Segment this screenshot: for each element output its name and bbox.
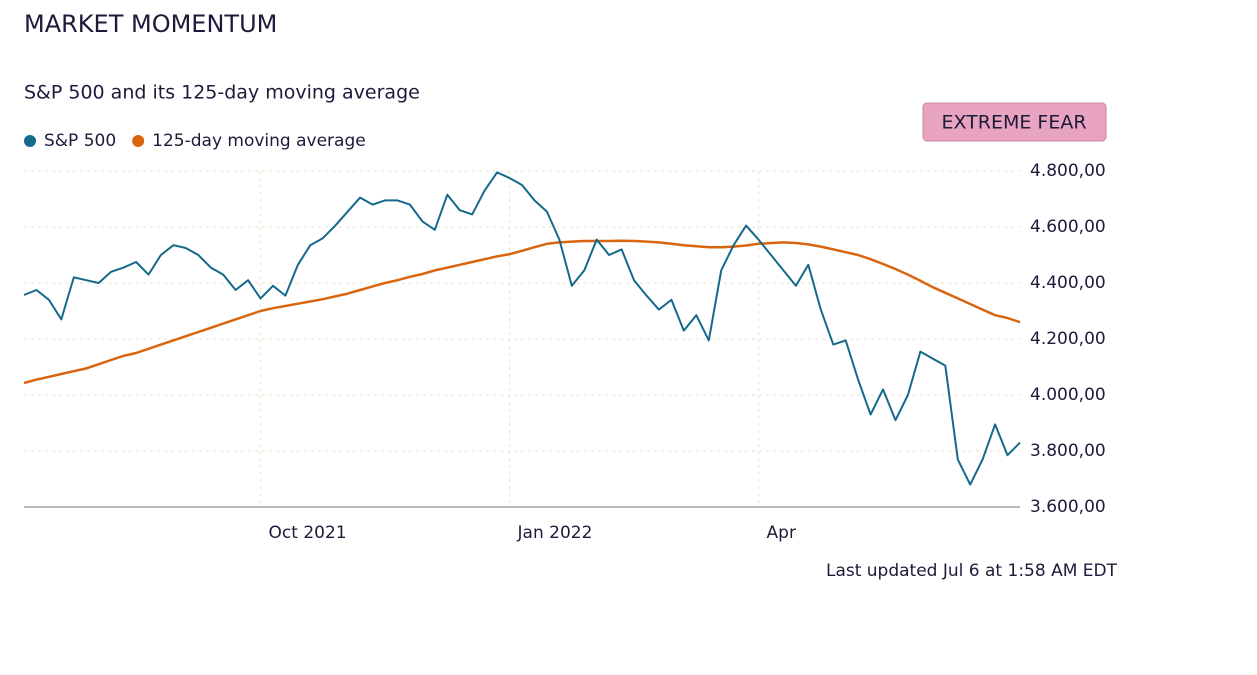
legend-label: S&P 500 [44,131,116,151]
chart-title: MARKET MOMENTUM [24,10,277,38]
x-tick-label: Jan 2022 [517,523,593,543]
chart-subtitle: S&P 500 and its 125-day moving average [24,82,420,104]
legend-marker [132,135,145,147]
y-tick-label: 4.800,00 [1030,161,1106,181]
y-tick-label: 4.600,00 [1030,217,1106,237]
y-tick-label: 4.400,00 [1030,273,1106,293]
y-tick-label: 3.600,00 [1030,497,1106,517]
x-tick-label: Apr [767,523,796,543]
legend-marker [24,135,36,147]
y-tick-label: 3.800,00 [1030,441,1106,461]
badge: EXTREME FEAR [941,112,1086,134]
legend-label: 125-day moving average [152,131,366,151]
x-tick-label: Oct 2021 [269,523,347,543]
series-line [23,171,1021,486]
badge-box [922,102,1107,142]
series-line [23,239,1021,385]
y-tick-label: 4.200,00 [1030,329,1106,349]
footnote: Last updated Jul 6 at 1:58 AM EDT [826,561,1118,581]
y-tick-label: 4.000,00 [1030,385,1106,405]
